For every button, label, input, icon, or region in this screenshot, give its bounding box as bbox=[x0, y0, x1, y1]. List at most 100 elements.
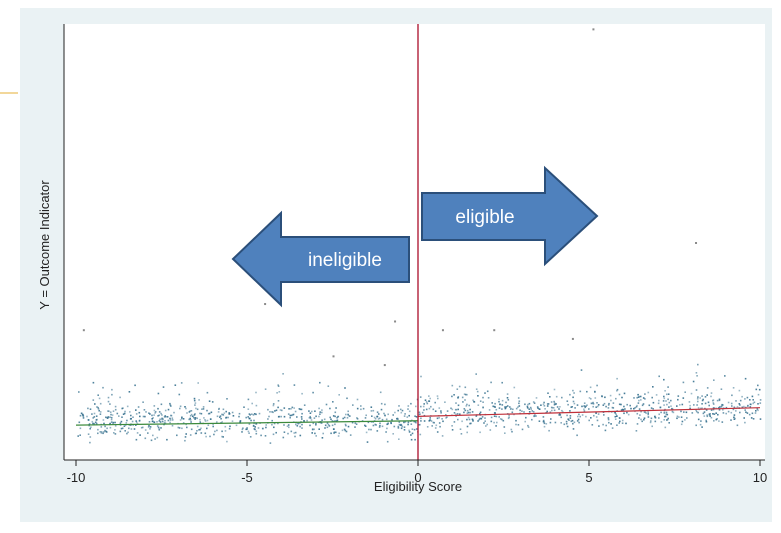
scatter-point bbox=[294, 435, 296, 438]
scatter-point bbox=[434, 410, 437, 412]
scatter-point bbox=[376, 411, 379, 413]
scatter-point bbox=[301, 423, 303, 426]
scatter-point bbox=[114, 421, 116, 424]
scatter-point bbox=[503, 426, 506, 428]
scatter-point bbox=[466, 425, 469, 428]
scatter-point bbox=[570, 420, 573, 423]
scatter-point bbox=[467, 411, 470, 414]
scatter-point bbox=[475, 415, 478, 417]
scatter-point bbox=[457, 404, 460, 407]
scatter-point bbox=[667, 393, 670, 395]
scatter-point bbox=[472, 399, 474, 402]
scatter-point bbox=[734, 417, 736, 420]
scatter-point bbox=[636, 396, 638, 399]
scatter-point bbox=[308, 417, 311, 419]
scatter-point bbox=[239, 420, 241, 423]
x-tick-label: -5 bbox=[241, 470, 253, 485]
scatter-point bbox=[664, 415, 666, 418]
scatter-point bbox=[408, 414, 410, 417]
scatter-point bbox=[380, 408, 383, 411]
scatter-point bbox=[276, 392, 278, 394]
scatter-point bbox=[80, 412, 83, 415]
scatter-point bbox=[196, 408, 199, 411]
scatter-point bbox=[727, 401, 730, 404]
scatter-point bbox=[504, 406, 506, 408]
scatter-point bbox=[114, 433, 117, 435]
scatter-point bbox=[592, 401, 594, 404]
scatter-point bbox=[231, 420, 234, 422]
scatter-point bbox=[89, 436, 92, 438]
scatter-point bbox=[391, 418, 393, 421]
scatter-point bbox=[255, 430, 258, 432]
scatter-point bbox=[403, 429, 406, 431]
scatter-point bbox=[301, 427, 303, 429]
scatter-point bbox=[755, 388, 758, 391]
scatter-point bbox=[640, 399, 642, 401]
scatter-point bbox=[306, 419, 308, 422]
scatter-point bbox=[79, 414, 82, 417]
scatter-point bbox=[208, 412, 211, 415]
scatter-point bbox=[684, 419, 686, 421]
scatter-point bbox=[510, 428, 513, 431]
scatter-point bbox=[158, 428, 160, 430]
scatter-point bbox=[204, 432, 207, 435]
scatter-point bbox=[106, 427, 108, 430]
scatter-point bbox=[440, 412, 442, 414]
scatter-point bbox=[243, 406, 245, 408]
scatter-point bbox=[531, 418, 533, 421]
scatter-point bbox=[585, 415, 587, 418]
scatter-point bbox=[344, 429, 347, 432]
scatter-point bbox=[174, 384, 177, 386]
scatter-point bbox=[153, 405, 156, 407]
scatter-point bbox=[676, 405, 678, 407]
scatter-point bbox=[319, 411, 321, 413]
scatter-point bbox=[681, 420, 684, 423]
scatter-point bbox=[112, 423, 114, 425]
scatter-point bbox=[638, 399, 640, 402]
scatter-point bbox=[207, 424, 210, 426]
scatter-point bbox=[647, 413, 649, 416]
scatter-point bbox=[135, 424, 137, 426]
scatter-point bbox=[223, 412, 226, 414]
scatter-point bbox=[467, 416, 470, 419]
scatter-point bbox=[666, 393, 668, 396]
scatter-point bbox=[407, 421, 410, 424]
scatter-point bbox=[414, 421, 417, 423]
scatter-point bbox=[442, 420, 444, 423]
scatter-point bbox=[744, 398, 746, 400]
scatter-point bbox=[527, 424, 529, 427]
scatter-point bbox=[700, 420, 702, 422]
scatter-point bbox=[189, 410, 191, 412]
scatter-point bbox=[547, 392, 549, 394]
scatter-point bbox=[495, 408, 498, 411]
scatter-point bbox=[744, 377, 747, 380]
scatter-point bbox=[131, 420, 134, 423]
scatter-point bbox=[334, 423, 336, 426]
scatter-point bbox=[465, 405, 468, 407]
fit-lines bbox=[75, 407, 761, 426]
scatter-point bbox=[221, 430, 223, 433]
scatter-point bbox=[189, 415, 192, 417]
x-tick-label: 0 bbox=[414, 470, 421, 485]
scatter-point bbox=[162, 418, 164, 420]
scatter-point bbox=[128, 427, 130, 430]
scatter-point bbox=[288, 408, 290, 410]
scatter-point bbox=[271, 423, 273, 426]
scatter-point bbox=[194, 432, 197, 435]
scatter-point bbox=[96, 406, 98, 408]
scatter-point bbox=[505, 406, 508, 408]
scatter-point bbox=[724, 375, 726, 377]
scatter-point bbox=[392, 414, 394, 416]
scatter-point bbox=[221, 421, 223, 423]
scatter-point bbox=[126, 419, 128, 422]
scatter-point bbox=[616, 415, 618, 417]
scatter-point bbox=[586, 404, 588, 406]
scatter-point bbox=[415, 405, 417, 408]
scatter-point bbox=[682, 397, 685, 399]
scatter-point bbox=[202, 406, 205, 408]
scatter-point bbox=[315, 424, 317, 426]
scatter-point bbox=[702, 412, 705, 415]
scatter-point bbox=[576, 404, 579, 406]
scatter-point bbox=[710, 392, 713, 394]
scatter-point bbox=[494, 406, 496, 408]
